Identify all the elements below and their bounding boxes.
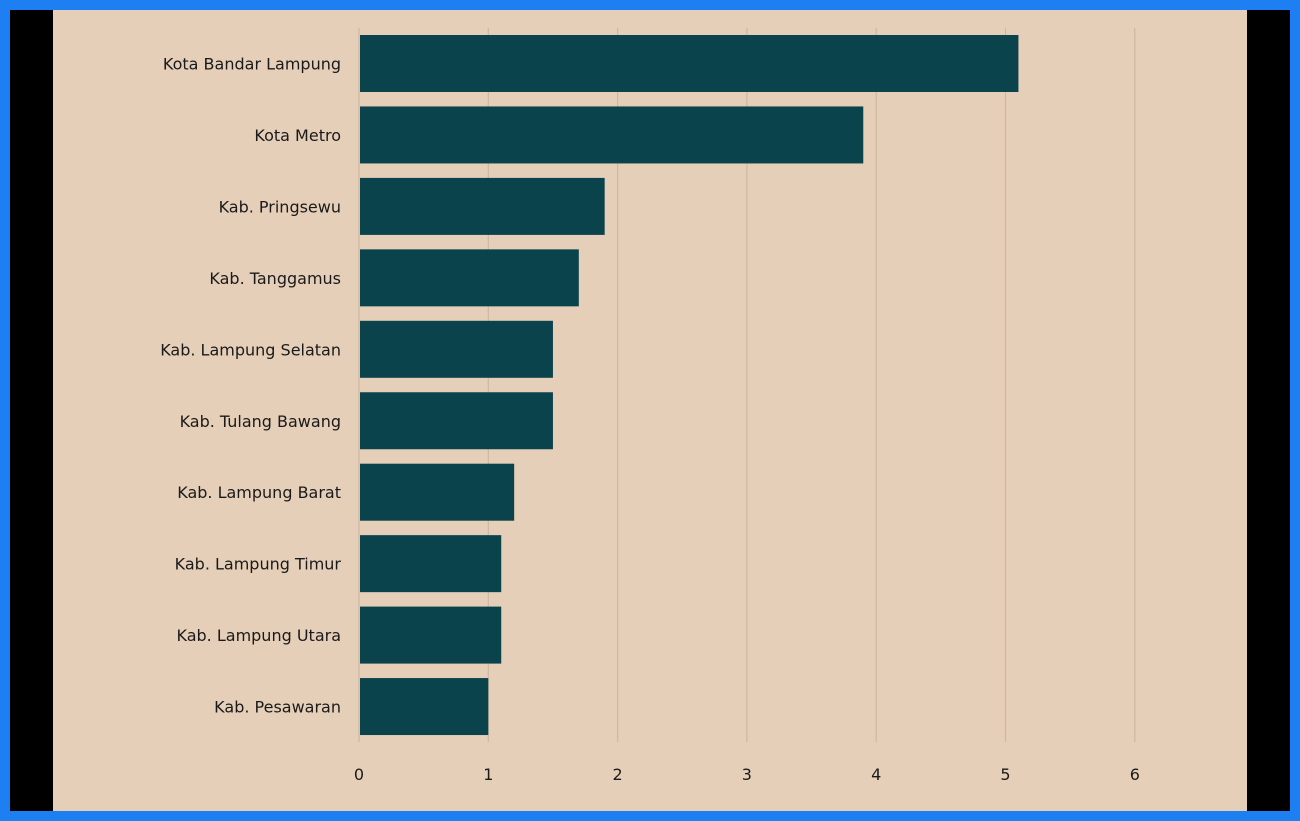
x-tick-label: 4: [871, 765, 881, 784]
x-tick-label: 0: [354, 765, 364, 784]
category-label: Kab. Lampung Timur: [175, 555, 342, 574]
bar: [360, 392, 553, 450]
category-label: Kab. Tanggamus: [209, 269, 341, 288]
category-label: Kab. Lampung Utara: [177, 626, 342, 645]
bar: [360, 177, 605, 235]
bar: [360, 463, 515, 521]
bar: [360, 35, 1019, 92]
bar: [360, 535, 502, 593]
category-label: Kota Bandar Lampung: [163, 55, 341, 74]
bar: [360, 678, 489, 736]
x-tick-label: 1: [483, 765, 493, 784]
bar: [360, 249, 579, 307]
x-tick-label: 5: [1000, 765, 1010, 784]
category-labels: Kota Bandar Lampung Kota Metro Kab. Prings…: [160, 55, 341, 717]
category-label: Kota Metro: [254, 126, 341, 145]
category-label: Kab. Lampung Selatan: [160, 340, 341, 359]
bar: [360, 606, 502, 664]
category-label: Kab. Pringsewu: [219, 197, 341, 216]
bars: [360, 35, 1019, 736]
bar: [360, 106, 864, 164]
x-tick-label: 2: [613, 765, 623, 784]
category-label: Kab. Lampung Barat: [177, 483, 341, 502]
x-tick-label: 6: [1130, 765, 1140, 784]
bar: [360, 320, 553, 378]
x-tick-label: 3: [742, 765, 752, 784]
category-label: Kab. Pesawaran: [214, 698, 341, 717]
grid-lines: [358, 28, 1136, 742]
x-axis-ticks: 0 1 2 3 4 5 6: [354, 765, 1140, 784]
category-label: Kab. Tulang Bawang: [180, 412, 341, 431]
